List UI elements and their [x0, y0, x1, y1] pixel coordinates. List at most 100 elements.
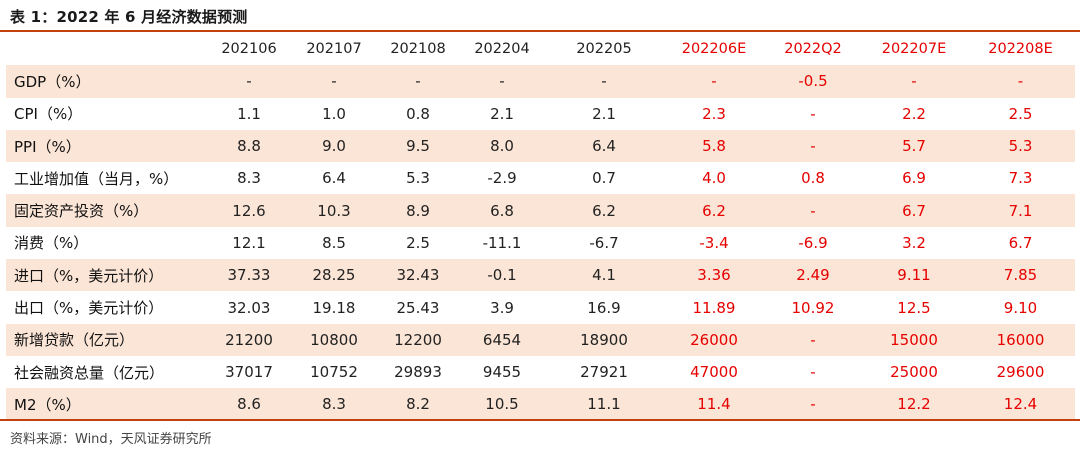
table-cell: - — [764, 323, 862, 356]
table-cell: 3.2 — [902, 233, 926, 252]
table-cell: 47000 — [690, 363, 738, 382]
table-cell: 6.8 — [460, 194, 544, 227]
table-cell: 9.5 — [376, 129, 460, 163]
row-label: 进口（%，美元计价） — [6, 259, 206, 292]
table-cell: 4.0 — [702, 169, 726, 188]
row-label: M2（%） — [6, 388, 206, 421]
table-cell: 11.4 — [664, 388, 764, 421]
table-row: 进口（%，美元计价） 37.33 28.25 32.43 -0.1 4.1 3.36 2.49… — [6, 259, 1075, 292]
row-label: 出口（%，美元计价） — [14, 299, 164, 318]
table-cell: 16000 — [966, 323, 1075, 356]
table-cell: 18900 — [544, 323, 664, 356]
table-cell: 4.1 — [544, 259, 664, 292]
table-cell: 27921 — [580, 363, 628, 382]
table-cell: 10.3 — [292, 194, 376, 227]
table-cell: - — [664, 65, 764, 98]
table-cell: 3.36 — [664, 259, 764, 292]
table-cell: 2.5 — [1008, 104, 1033, 123]
table-cell: - — [966, 65, 1075, 98]
table-cell: 6.9 — [902, 169, 926, 188]
table-cell: 37017 — [225, 363, 273, 382]
table-cell: -0.1 — [460, 259, 544, 292]
col-header-202205: 202205 — [576, 41, 632, 58]
table-cell: 28.25 — [292, 259, 376, 292]
table-cell: 6.2 — [664, 194, 764, 227]
table-cell: - — [810, 363, 816, 382]
table-cell: 11.89 — [692, 298, 736, 317]
table-cell: 6.4 — [544, 129, 664, 163]
col-header-202204: 202204 — [474, 41, 530, 58]
col-header-202107: 202107 — [306, 41, 362, 58]
table-cell: 15000 — [862, 323, 966, 356]
table-cell: 12.2 — [862, 388, 966, 421]
table-cell: -3.4 — [699, 233, 729, 252]
col-header-202206e: 202206E — [681, 41, 747, 58]
table-cell: 3.9 — [490, 298, 514, 317]
row-label: PPI（%） — [6, 129, 206, 163]
table-cell: 8.0 — [460, 129, 544, 163]
table-cell: 2.3 — [702, 104, 726, 123]
table-row: 社会融资总量（亿元） 37017 10752 29893 9455 27921 47000 -… — [6, 356, 1075, 388]
table-row: 固定资产投资（%） 12.6 10.3 8.9 6.8 6.2 6.2-6.7 7.1 — [6, 194, 1075, 227]
table-row: GDP（%） - - - - - - -0.5- - — [6, 65, 1075, 98]
table-cell: - — [764, 388, 862, 421]
table-cell: 32.03 — [227, 298, 271, 317]
row-label: GDP（%） — [6, 65, 206, 98]
table-title-bar: 表 1：2022 年 6 月经济数据预测 — [0, 0, 1080, 32]
table-cell: 8.3 — [237, 169, 261, 188]
table-cell: 5.3 — [966, 129, 1075, 163]
table-cell: 8.9 — [376, 194, 460, 227]
table-cell: - — [764, 129, 862, 163]
col-header-2022q2: 2022Q2 — [784, 41, 842, 58]
table-cell: 1.0 — [322, 104, 346, 123]
table-cell: 9455 — [482, 363, 522, 382]
table-cell: - — [206, 65, 292, 98]
table-title: 表 1：2022 年 6 月经济数据预测 — [10, 8, 248, 26]
header-row: 202106 202107 202108 202204 202205 20220… — [6, 33, 1075, 65]
table-cell: 0.7 — [592, 169, 616, 188]
table-cell: 37.33 — [206, 259, 292, 292]
table-cell: - — [376, 65, 460, 98]
table-cell: 10752 — [310, 363, 358, 382]
table-cell: 5.3 — [406, 169, 430, 188]
table-cell: - — [292, 65, 376, 98]
table-cell: 2.1 — [592, 104, 616, 123]
table-cell: 6.7 — [1008, 233, 1033, 252]
table-cell: - — [810, 104, 816, 123]
table-row: PPI（%） 8.8 9.0 9.5 8.0 6.4 5.8-5.7 5.3 — [6, 129, 1075, 163]
row-label: 新增贷款（亿元） — [6, 323, 206, 356]
title-divider — [0, 30, 1080, 32]
table-cell: 9.11 — [862, 259, 966, 292]
row-label: 固定资产投资（%） — [6, 194, 206, 227]
row-label: 社会融资总量（亿元） — [14, 363, 165, 382]
row-label: 消费（%） — [14, 234, 89, 253]
table-row: CPI（%） 1.1 1.0 0.8 2.1 2.1 2.3 - 2.2 2.5 — [6, 98, 1075, 130]
table-cell: 32.43 — [376, 259, 460, 292]
table-cell: - — [764, 194, 862, 227]
table-cell: 8.2 — [376, 388, 460, 421]
table-cell: 19.18 — [312, 298, 356, 317]
table-cell: 0.8 — [801, 169, 825, 188]
table-cell: 7.1 — [966, 194, 1075, 227]
row-label: 工业增加值（当月，%） — [14, 169, 179, 188]
table-cell: 12.5 — [897, 298, 931, 317]
col-header-202208e: 202208E — [988, 41, 1053, 58]
table-cell: 6.2 — [544, 194, 664, 227]
table-cell: 8.3 — [292, 388, 376, 421]
table-cell: 26000 — [664, 323, 764, 356]
table-cell: 10.5 — [460, 388, 544, 421]
table-cell: - — [544, 65, 664, 98]
source-note: 资料来源：Wind，天风证券研究所 — [10, 432, 212, 447]
table-cell: 10800 — [292, 323, 376, 356]
table-cell: -6.9 — [798, 233, 828, 252]
table-cell: 25000 — [890, 363, 938, 382]
table-cell: 2.49 — [764, 259, 862, 292]
table-cell: 12.1 — [232, 233, 266, 252]
table-row: 新增贷款（亿元） 21200 10800 12200 6454 18900 26000-15… — [6, 323, 1075, 356]
table-cell: 12.6 — [206, 194, 292, 227]
table-cell: 9.10 — [1003, 298, 1038, 317]
table-cell: 29893 — [394, 363, 442, 382]
table-cell: 5.8 — [664, 129, 764, 163]
table-cell: 29600 — [996, 363, 1045, 382]
table-cell: 0.8 — [406, 104, 430, 123]
